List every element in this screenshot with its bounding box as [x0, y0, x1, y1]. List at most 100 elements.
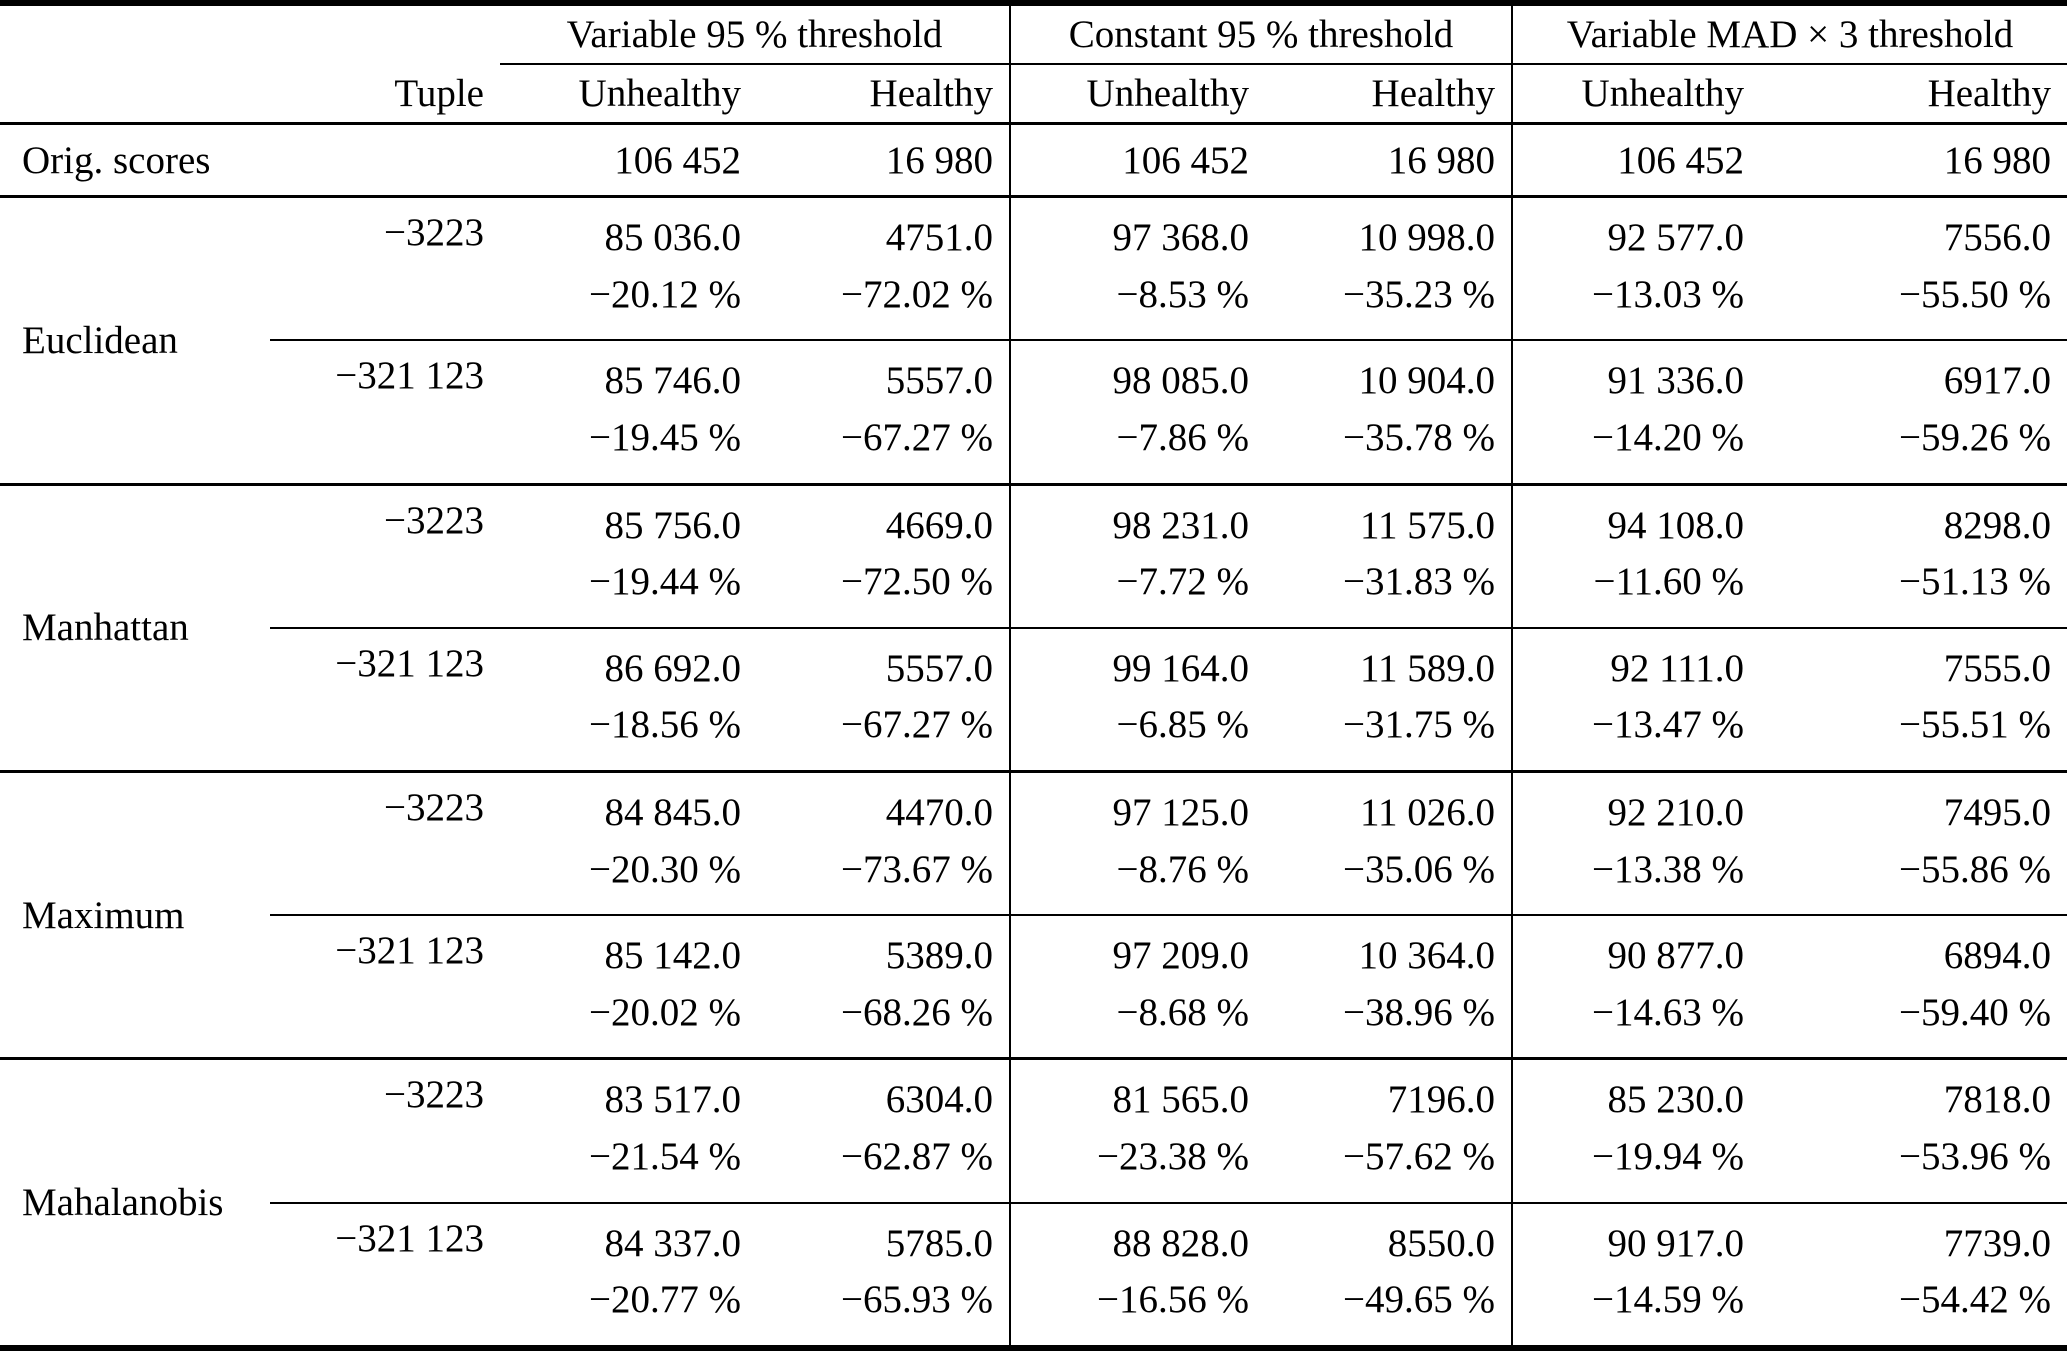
data-cell: 11 026.0 −35.06 %	[1265, 769, 1513, 916]
table-row: Maximum −3223 84 845.0 −20.30 % 4470.0 −73.67…	[0, 769, 2067, 1059]
cell-percent: −72.02 %	[841, 272, 994, 316]
cell-percent: −31.75 %	[1343, 703, 1496, 747]
col-group-constant-95: Constant 95 % threshold	[1009, 3, 1513, 65]
tuple-value: −321 123	[270, 339, 500, 485]
data-cell: 81 565.0 −23.38 %	[1009, 1057, 1266, 1203]
col-group-variable-95: Variable 95 % threshold	[500, 3, 1011, 65]
data-cell: 85 230.0 −19.94 %	[1511, 1057, 1761, 1203]
tuple-value: −3223	[384, 211, 484, 255]
cell-value: 6894.0	[1943, 934, 2052, 978]
data-cell: 6917.0 −59.26 %	[1760, 339, 2067, 485]
orig-value: 106 452	[500, 123, 757, 199]
data-cell: 11 589.0 −31.75 %	[1265, 626, 1513, 772]
cell-value: 7739.0	[1943, 1221, 2052, 1265]
data-cell: 4669.0 −72.50 %	[757, 482, 1011, 628]
data-cell: 88 828.0 −16.56 %	[1009, 1201, 1266, 1348]
cell-percent: −13.03 %	[1592, 272, 1745, 316]
cell-value: 98 231.0	[1112, 503, 1250, 547]
cell-value: 88 828.0	[1112, 1221, 1250, 1265]
col-header-tuple: Tuple	[270, 64, 500, 125]
cell-percent: −18.56 %	[589, 703, 741, 747]
cell-percent: −16.56 %	[1097, 1278, 1250, 1322]
cell-percent: −14.20 %	[1592, 415, 1745, 459]
cell-value: 97 209.0	[1112, 934, 1250, 978]
orig-value: 106 452	[1009, 123, 1266, 199]
empty-cell	[270, 123, 500, 199]
data-cell: 85 036.0 −20.12 %	[500, 197, 757, 341]
data-cell: 97 209.0 −8.68 %	[1009, 914, 1266, 1059]
header-spacer	[0, 64, 270, 125]
cell-value: 85 746.0	[604, 359, 742, 403]
cell-value: 86 692.0	[604, 646, 742, 690]
cell-value: 85 036.0	[604, 216, 742, 260]
data-cell: 7555.0 −55.51 %	[1760, 626, 2067, 772]
data-cell: 7556.0 −55.50 %	[1760, 197, 2067, 341]
data-cell: 5557.0 −67.27 %	[757, 339, 1011, 485]
table-row: Euclidean −3223 85 036.0 −20.12 % 4751.0 −72.…	[0, 196, 2067, 362]
data-cell: 10 998.0 −35.23 %	[1265, 197, 1512, 341]
cell-value: 11 575.0	[1359, 503, 1496, 547]
metric-label: Manhattan	[0, 482, 270, 772]
data-cell: 99 164.0 −6.85 %	[1009, 626, 1266, 772]
cell-value: 92 111.0	[1610, 646, 1745, 690]
table-header-columns: Tuple Unhealthy Healthy Unhealthy Health…	[0, 64, 2067, 125]
data-cell: 4751.0 −72.02 %	[757, 197, 1010, 341]
cell-value: 10 998.0	[1358, 216, 1496, 260]
cell-value: 98 085.0	[1112, 359, 1250, 403]
cell-value: 97 368.0	[1112, 216, 1250, 260]
cell-percent: −8.68 %	[1116, 990, 1250, 1034]
cell-percent: −55.86 %	[1899, 847, 2052, 891]
orig-scores-label: Orig. scores	[0, 123, 270, 199]
cell-percent: −53.96 %	[1899, 1134, 2052, 1178]
table-row: −321 123 86 692.0 −18.56 % 5557.0 −67.27 % 99…	[0, 626, 2067, 772]
data-cell: 98 231.0 −7.72 %	[1009, 482, 1266, 628]
cell-percent: −59.40 %	[1899, 990, 2052, 1034]
data-cell: 85 746.0 −19.45 %	[500, 339, 757, 485]
cell-value: 10 364.0	[1358, 934, 1496, 978]
cell-percent: −8.76 %	[1116, 847, 1250, 891]
tuple-value: −321 123	[270, 626, 500, 772]
cell-percent: −65.93 %	[841, 1278, 994, 1322]
col-header-unhealthy-2: Unhealthy	[1009, 64, 1266, 125]
tuple-value: −321 123	[270, 914, 500, 1059]
cell-percent: −14.63 %	[1592, 990, 1745, 1034]
cell-value: 81 565.0	[1112, 1078, 1250, 1122]
data-cell: 11 575.0 −31.83 %	[1265, 482, 1513, 628]
data-cell: 10 904.0 −35.78 %	[1265, 339, 1513, 485]
cell-percent: −57.62 %	[1343, 1134, 1496, 1178]
cell-percent: −7.86 %	[1116, 415, 1250, 459]
cell-value: 92 577.0	[1607, 216, 1745, 260]
data-cell: 92 210.0 −13.38 %	[1511, 769, 1761, 916]
cell-percent: −35.23 %	[1343, 272, 1496, 316]
cell-percent: −51.13 %	[1899, 560, 2052, 604]
cell-percent: −20.02 %	[589, 990, 741, 1034]
data-cell: 4470.0 −73.67 %	[757, 769, 1011, 916]
data-cell: 85 142.0 −20.02 %	[500, 914, 757, 1059]
cell-value: 11 589.0	[1359, 646, 1496, 690]
cell-value: 7495.0	[1943, 790, 2052, 834]
data-cell: 6304.0 −62.87 %	[757, 1057, 1011, 1203]
cell-percent: −8.53 %	[1116, 272, 1250, 316]
cell-value: 4470.0	[885, 790, 994, 834]
data-cell: 98 085.0 −7.86 %	[1009, 339, 1266, 485]
col-header-healthy-3: Healthy	[1760, 64, 2067, 125]
header-spacer	[0, 3, 500, 64]
table-row: −321 123 85 142.0 −20.02 % 5389.0 −68.26 % 97…	[0, 914, 2067, 1059]
cell-percent: −19.45 %	[589, 415, 741, 459]
data-cell: 90 917.0 −14.59 %	[1511, 1201, 1761, 1348]
table-header-groups: Variable 95 % threshold Constant 95 % th…	[0, 3, 2067, 65]
orig-value: 16 980	[757, 123, 1011, 199]
cell-percent: −67.27 %	[841, 415, 994, 459]
data-cell: 84 337.0 −20.77 %	[500, 1201, 757, 1348]
cell-percent: −6.85 %	[1116, 703, 1250, 747]
tuple-value: −3223	[270, 769, 500, 916]
data-cell: 90 877.0 −14.63 %	[1511, 914, 1761, 1059]
cell-percent: −20.12 %	[589, 272, 741, 316]
col-group-variable-mad3: Variable MAD × 3 threshold	[1511, 3, 2067, 65]
cell-percent: −19.94 %	[1592, 1134, 1745, 1178]
orig-value: 16 980	[1265, 123, 1513, 199]
data-cell: 5785.0 −65.93 %	[757, 1201, 1011, 1348]
data-cell: 91 336.0 −14.20 %	[1511, 339, 1761, 485]
data-cell: 7818.0 −53.96 %	[1760, 1057, 2067, 1203]
